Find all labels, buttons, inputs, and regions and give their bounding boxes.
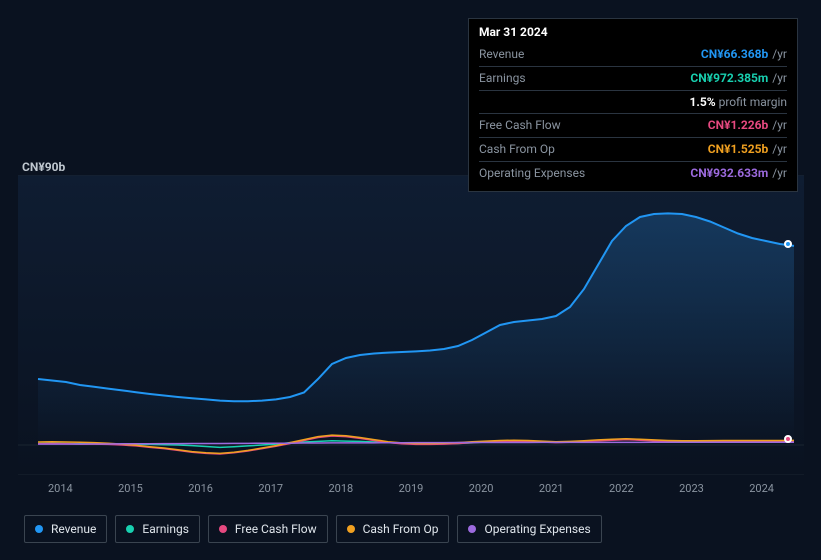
tooltip-row-label: Earnings bbox=[479, 70, 526, 87]
tooltip-row-label: Free Cash Flow bbox=[479, 117, 561, 134]
x-axis-label: 2021 bbox=[539, 482, 564, 495]
legend-dot-icon bbox=[35, 525, 43, 533]
legend-item[interactable]: Operating Expenses bbox=[457, 515, 601, 543]
legend-item[interactable]: Cash From Op bbox=[336, 515, 450, 543]
tooltip-row-label: Cash From Op bbox=[479, 141, 555, 158]
x-axis: 2014 2015 2016 2017 2018 2019 2020 2021 2022 2023… bbox=[18, 482, 804, 495]
legend-item[interactable]: Free Cash Flow bbox=[208, 515, 328, 543]
tooltip-row: Cash From Op CN¥1.525b/yr bbox=[479, 137, 787, 161]
tooltip-row-value: CN¥66.368b/yr bbox=[701, 46, 787, 63]
legend-item[interactable]: Revenue bbox=[24, 515, 107, 543]
tooltip-row-value: CN¥1.525b/yr bbox=[708, 141, 787, 158]
legend-label: Free Cash Flow bbox=[235, 522, 317, 536]
tooltip-row: Operating Expenses CN¥932.633m/yr bbox=[479, 161, 787, 185]
tooltip-row-label: Revenue bbox=[479, 46, 524, 63]
tooltip-sub-row: 1.5% profit margin bbox=[479, 90, 787, 114]
x-axis-label: 2014 bbox=[48, 482, 73, 495]
x-axis-label: 2019 bbox=[399, 482, 424, 495]
x-axis-label: 2023 bbox=[679, 482, 704, 495]
chart-area[interactable] bbox=[18, 175, 804, 475]
tooltip-row: Free Cash Flow CN¥1.226b/yr bbox=[479, 113, 787, 137]
x-axis-label: 2017 bbox=[258, 482, 283, 495]
tooltip-row: Earnings CN¥972.385m/yr bbox=[479, 66, 787, 90]
x-axis-label: 2016 bbox=[188, 482, 213, 495]
y-axis-label: CN¥90b bbox=[22, 160, 65, 174]
legend-label: Cash From Op bbox=[363, 522, 439, 536]
tooltip-date: Mar 31 2024 bbox=[479, 25, 787, 39]
legend-label: Revenue bbox=[51, 522, 96, 536]
x-axis-label: 2015 bbox=[118, 482, 143, 495]
x-axis-label: 2024 bbox=[749, 482, 774, 495]
legend-label: Earnings bbox=[142, 522, 189, 536]
legend-dot-icon bbox=[468, 525, 476, 533]
tooltip-row-value: CN¥1.226b/yr bbox=[708, 117, 787, 134]
tooltip-row-value: CN¥932.633m/yr bbox=[690, 165, 787, 182]
legend-dot-icon bbox=[347, 525, 355, 533]
tooltip-row-label: Operating Expenses bbox=[479, 165, 585, 182]
legend: Revenue Earnings Free Cash Flow Cash From O… bbox=[24, 515, 602, 543]
tooltip-row-value: CN¥972.385m/yr bbox=[690, 70, 787, 87]
legend-dot-icon bbox=[126, 525, 134, 533]
x-axis-label: 2022 bbox=[609, 482, 634, 495]
x-axis-label: 2018 bbox=[329, 482, 354, 495]
legend-dot-icon bbox=[219, 525, 227, 533]
tooltip-row: Revenue CN¥66.368b/yr bbox=[479, 43, 787, 66]
legend-item[interactable]: Earnings bbox=[115, 515, 200, 543]
x-axis-label: 2020 bbox=[469, 482, 494, 495]
legend-label: Operating Expenses bbox=[484, 522, 590, 536]
data-tooltip: Mar 31 2024 Revenue CN¥66.368b/yr Earnings… bbox=[468, 18, 798, 192]
